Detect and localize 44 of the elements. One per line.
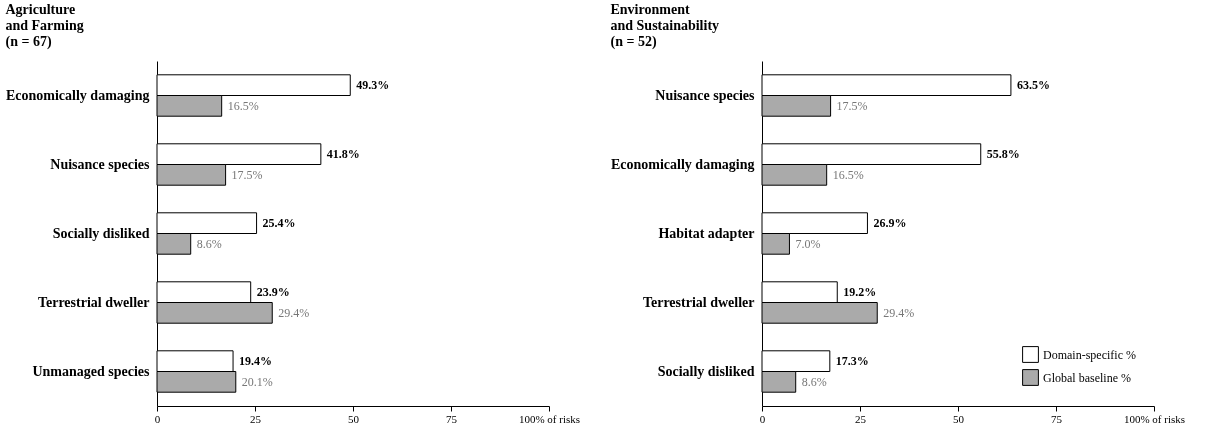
data-label: 26.9%	[873, 216, 907, 231]
data-label: 17.3%	[835, 354, 869, 369]
x-tick-label: 0	[154, 412, 161, 425]
data-label: 17.5%	[836, 98, 868, 113]
data-label: 8.6%	[801, 374, 827, 389]
data-label: 17.5%	[231, 167, 263, 182]
x-tick-label: 50	[348, 412, 360, 425]
x-tick-label: 75	[446, 412, 458, 425]
y-tick-label: Unmanaged species	[32, 363, 151, 379]
data-label: 25.4%	[262, 216, 296, 231]
chart-title: Environment and Sustainability (n = 52)	[610, 2, 720, 50]
data-label: 20.1%	[241, 374, 273, 389]
y-tick-label: Terrestrial dweller	[37, 294, 150, 310]
y-tick-label: Socially disliked	[657, 363, 755, 379]
y-tick-label: Nuisance species	[50, 156, 151, 172]
y-tick-label: Economically damaging	[610, 156, 755, 172]
data-label: 23.9%	[256, 285, 290, 300]
x-tick-label: 25	[250, 412, 262, 425]
y-tick-label: Nuisance species	[655, 87, 756, 103]
data-label: 19.4%	[239, 354, 273, 369]
y-tick-label: Terrestrial dweller	[642, 294, 755, 310]
x-tick-label: 100% of risks	[518, 412, 581, 425]
data-label: 16.5%	[832, 167, 864, 182]
data-label: 8.6%	[196, 236, 222, 251]
data-label: 63.5%	[1016, 78, 1050, 93]
y-tick-label: Socially disliked	[52, 225, 150, 241]
x-tick-label: 100% of risks	[1123, 412, 1186, 425]
y-tick-label: Habitat adapter	[658, 225, 755, 241]
data-label: 29.4%	[883, 305, 915, 320]
x-tick-label: 25	[855, 412, 867, 425]
x-tick-label: 50	[953, 412, 965, 425]
text: Agriculture and Farming (n = 67)	[5, 2, 84, 50]
x-tick-label: 0	[759, 412, 766, 425]
legend-label: Global baseline %	[1043, 370, 1131, 385]
legend-label: Domain-specific %	[1043, 347, 1136, 362]
data-label: 55.8%	[986, 147, 1020, 162]
data-label: 49.3%	[356, 78, 390, 93]
x-tick-label: 75	[1051, 412, 1063, 425]
data-label: 29.4%	[278, 305, 310, 320]
data-label: 19.2%	[843, 285, 877, 300]
y-tick-label: Economically damaging	[5, 87, 150, 103]
data-label: 16.5%	[227, 98, 259, 113]
data-label: 7.0%	[795, 236, 821, 251]
data-label: 41.8%	[326, 147, 360, 162]
